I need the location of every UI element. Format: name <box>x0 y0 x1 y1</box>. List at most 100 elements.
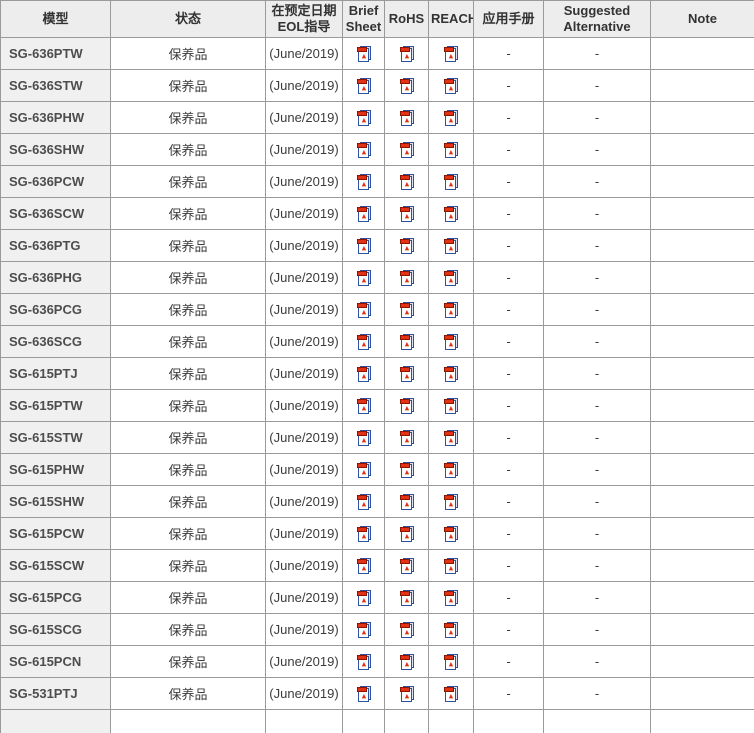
brief-sheet-pdf-link[interactable] <box>356 653 371 670</box>
table-row: SG-615PHW 保养品 (June/2019) <box>0 453 754 486</box>
eol-date-cell: (June/2019) <box>265 229 343 262</box>
reach-pdf-link[interactable] <box>444 557 458 574</box>
reach-cell <box>428 389 474 422</box>
rohs-cell <box>384 677 429 710</box>
rohs-pdf-link[interactable] <box>399 397 414 414</box>
app-manual-cell: - <box>473 325 544 358</box>
reach-pdf-link[interactable] <box>444 109 458 126</box>
pdf-icon <box>399 461 414 478</box>
model-cell: SG-636PCW <box>0 165 111 198</box>
rohs-pdf-link[interactable] <box>399 45 414 62</box>
rohs-pdf-link[interactable] <box>399 493 414 510</box>
reach-pdf-link[interactable] <box>444 525 458 542</box>
rohs-pdf-link[interactable] <box>399 77 414 94</box>
table-row: SG-615PCN 保养品 (June/2019) <box>0 645 754 678</box>
suggested-alternative-cell: - <box>543 549 651 582</box>
brief-sheet-pdf-link[interactable] <box>356 685 371 702</box>
reach-pdf-link[interactable] <box>444 621 458 638</box>
reach-pdf-link[interactable] <box>444 333 458 350</box>
brief-sheet-pdf-link[interactable] <box>356 621 371 638</box>
brief-sheet-cell <box>342 133 385 166</box>
pdf-icon <box>444 109 458 126</box>
brief-sheet-pdf-link[interactable] <box>356 461 371 478</box>
reach-pdf-link[interactable] <box>444 493 458 510</box>
status-cell: 保养品 <box>110 453 266 486</box>
pdf-icon <box>444 493 458 510</box>
rohs-pdf-link[interactable] <box>399 685 414 702</box>
brief-sheet-pdf-link[interactable] <box>356 301 371 318</box>
pdf-icon <box>399 301 414 318</box>
rohs-pdf-link[interactable] <box>399 109 414 126</box>
reach-pdf-link[interactable] <box>444 141 458 158</box>
rohs-pdf-link[interactable] <box>399 141 414 158</box>
brief-sheet-pdf-link[interactable] <box>356 365 371 382</box>
model-cell: SG-615SHW <box>0 485 111 518</box>
brief-sheet-pdf-link[interactable] <box>356 269 371 286</box>
rohs-pdf-link[interactable] <box>399 429 414 446</box>
brief-sheet-pdf-link[interactable] <box>356 557 371 574</box>
model-cell: SG-636SCG <box>0 325 111 358</box>
reach-pdf-link[interactable] <box>444 365 458 382</box>
pdf-icon <box>444 653 458 670</box>
brief-sheet-pdf-link[interactable] <box>356 77 371 94</box>
rohs-pdf-link[interactable] <box>399 301 414 318</box>
eol-date-cell <box>265 709 343 733</box>
brief-sheet-pdf-link[interactable] <box>356 205 371 222</box>
model-cell <box>0 709 111 733</box>
brief-sheet-pdf-link[interactable] <box>356 237 371 254</box>
rohs-pdf-link[interactable] <box>399 237 414 254</box>
reach-pdf-link[interactable] <box>444 269 458 286</box>
rohs-pdf-link[interactable] <box>399 525 414 542</box>
brief-sheet-pdf-link[interactable] <box>356 589 371 606</box>
app-manual-cell: - <box>473 229 544 262</box>
suggested-alternative-cell: - <box>543 357 651 390</box>
status-cell: 保养品 <box>110 133 266 166</box>
rohs-pdf-link[interactable] <box>399 621 414 638</box>
reach-pdf-link[interactable] <box>444 461 458 478</box>
brief-sheet-pdf-link[interactable] <box>356 333 371 350</box>
reach-pdf-link[interactable] <box>444 653 458 670</box>
brief-sheet-pdf-link[interactable] <box>356 525 371 542</box>
rohs-pdf-link[interactable] <box>399 205 414 222</box>
brief-sheet-pdf-link[interactable] <box>356 493 371 510</box>
table-row: SG-636PCG 保养品 (June/2019) <box>0 293 754 326</box>
rohs-pdf-link[interactable] <box>399 269 414 286</box>
reach-pdf-link[interactable] <box>444 77 458 94</box>
note-cell <box>650 517 754 550</box>
app-manual-cell: - <box>473 389 544 422</box>
rohs-cell <box>384 709 429 733</box>
model-cell: SG-615PCG <box>0 581 111 614</box>
brief-sheet-pdf-link[interactable] <box>356 173 371 190</box>
note-cell <box>650 453 754 486</box>
brief-sheet-pdf-link[interactable] <box>356 45 371 62</box>
pdf-icon <box>356 397 371 414</box>
rohs-pdf-link[interactable] <box>399 589 414 606</box>
rohs-pdf-link[interactable] <box>399 173 414 190</box>
reach-pdf-link[interactable] <box>444 397 458 414</box>
brief-sheet-pdf-link[interactable] <box>356 109 371 126</box>
rohs-pdf-link[interactable] <box>399 557 414 574</box>
rohs-pdf-link[interactable] <box>399 461 414 478</box>
rohs-pdf-link[interactable] <box>399 653 414 670</box>
brief-sheet-pdf-link[interactable] <box>356 429 371 446</box>
reach-pdf-link[interactable] <box>444 589 458 606</box>
suggested-alternative-cell: - <box>543 69 651 102</box>
col-header-app-manual: 应用手册 <box>473 0 544 38</box>
reach-pdf-link[interactable] <box>444 173 458 190</box>
reach-pdf-link[interactable] <box>444 205 458 222</box>
note-cell <box>650 293 754 326</box>
rohs-pdf-link[interactable] <box>399 333 414 350</box>
rohs-pdf-link[interactable] <box>399 365 414 382</box>
reach-pdf-link[interactable] <box>444 237 458 254</box>
pdf-icon <box>399 205 414 222</box>
brief-sheet-pdf-link[interactable] <box>356 141 371 158</box>
suggested-alternative-cell: - <box>543 613 651 646</box>
pdf-icon <box>356 269 371 286</box>
reach-pdf-link[interactable] <box>444 301 458 318</box>
reach-pdf-link[interactable] <box>444 45 458 62</box>
reach-pdf-link[interactable] <box>444 429 458 446</box>
rohs-cell <box>384 325 429 358</box>
brief-sheet-pdf-link[interactable] <box>356 397 371 414</box>
reach-pdf-link[interactable] <box>444 685 458 702</box>
